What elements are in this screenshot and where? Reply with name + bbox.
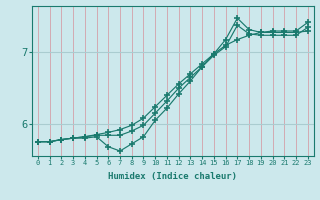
- X-axis label: Humidex (Indice chaleur): Humidex (Indice chaleur): [108, 172, 237, 181]
